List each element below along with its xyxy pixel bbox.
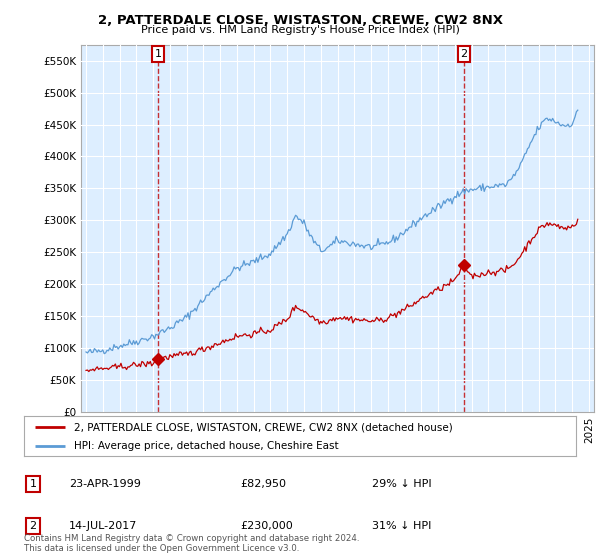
Text: HPI: Average price, detached house, Cheshire East: HPI: Average price, detached house, Ches… <box>74 441 338 451</box>
Text: Contains HM Land Registry data © Crown copyright and database right 2024.
This d: Contains HM Land Registry data © Crown c… <box>24 534 359 553</box>
Text: £82,950: £82,950 <box>240 479 286 489</box>
Text: 2, PATTERDALE CLOSE, WISTASTON, CREWE, CW2 8NX: 2, PATTERDALE CLOSE, WISTASTON, CREWE, C… <box>97 14 503 27</box>
Text: 1: 1 <box>155 49 161 59</box>
Text: Price paid vs. HM Land Registry's House Price Index (HPI): Price paid vs. HM Land Registry's House … <box>140 25 460 35</box>
Text: 1: 1 <box>29 479 37 489</box>
Text: 31% ↓ HPI: 31% ↓ HPI <box>372 521 431 531</box>
Text: 2: 2 <box>29 521 37 531</box>
Text: 23-APR-1999: 23-APR-1999 <box>69 479 141 489</box>
Text: 2, PATTERDALE CLOSE, WISTASTON, CREWE, CW2 8NX (detached house): 2, PATTERDALE CLOSE, WISTASTON, CREWE, C… <box>74 422 452 432</box>
Text: £230,000: £230,000 <box>240 521 293 531</box>
Text: 29% ↓ HPI: 29% ↓ HPI <box>372 479 431 489</box>
Text: 14-JUL-2017: 14-JUL-2017 <box>69 521 137 531</box>
Text: 2: 2 <box>460 49 467 59</box>
